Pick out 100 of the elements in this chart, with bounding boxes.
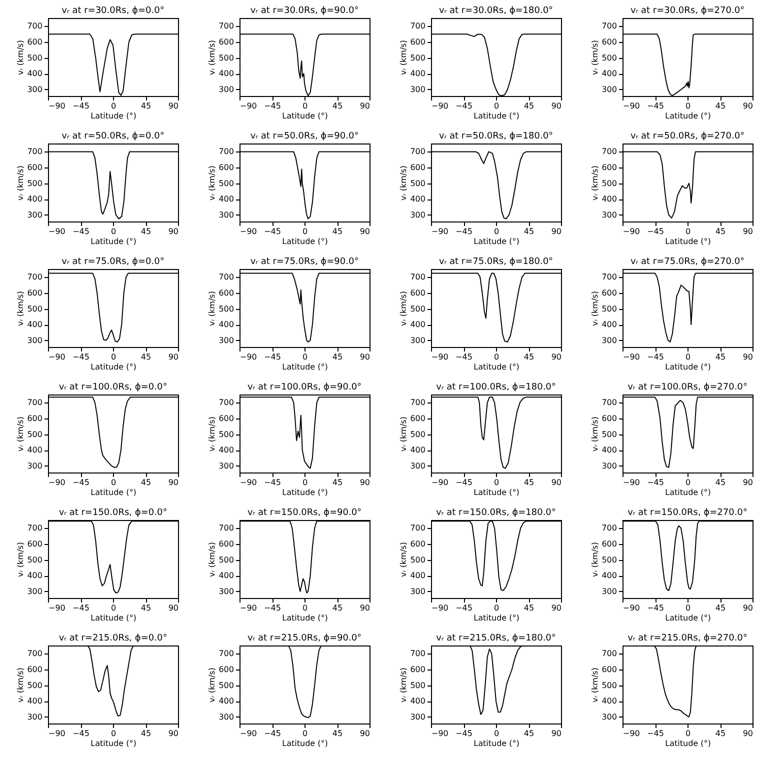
x-tick-label: −45 bbox=[72, 102, 90, 110]
x-tick-label: 90 bbox=[742, 478, 753, 487]
y-axis-title: vᵣ (km/s) bbox=[399, 166, 408, 200]
y-tick-label: 300 bbox=[218, 84, 234, 94]
x-tick-label: −45 bbox=[456, 604, 472, 612]
y-axis-title: vᵣ (km/s) bbox=[399, 542, 408, 577]
x-tick-label: −45 bbox=[72, 729, 90, 738]
y-tick-label: 600 bbox=[27, 414, 42, 423]
x-tick-label: −45 bbox=[647, 352, 664, 362]
y-tick-label: 500 bbox=[218, 680, 234, 690]
y-tick-label: 600 bbox=[218, 665, 234, 674]
y-tick-label: 400 bbox=[218, 69, 234, 78]
y-tick-label: 700 bbox=[218, 524, 234, 533]
y-tick-label: 300 bbox=[602, 586, 617, 596]
y-tick-label: 400 bbox=[410, 696, 426, 706]
y-tick-label: 500 bbox=[27, 53, 42, 62]
x-tick-label: 0 bbox=[302, 352, 308, 362]
x-tick-label: 0 bbox=[494, 729, 500, 738]
x-tick-label: 0 bbox=[302, 102, 308, 110]
x-axis-title: Latitude (°) bbox=[474, 614, 520, 622]
x-tick-label: 45 bbox=[524, 729, 534, 738]
x-tick-label: −45 bbox=[456, 227, 472, 236]
chart-title: vᵣ at r=50.0Rs, ϕ=180.0° bbox=[438, 132, 554, 142]
x-axis-title: Latitude (°) bbox=[474, 488, 520, 497]
y-tick-label: 600 bbox=[410, 288, 426, 298]
y-tick-label: 500 bbox=[27, 555, 42, 564]
y-tick-label: 500 bbox=[602, 178, 617, 188]
y-tick-label: 600 bbox=[602, 414, 617, 423]
x-tick-label: 45 bbox=[332, 227, 343, 236]
y-tick-label: 300 bbox=[410, 586, 426, 596]
x-tick-label: 45 bbox=[715, 102, 726, 110]
x-tick-label: 45 bbox=[524, 227, 534, 236]
x-tick-label: 0 bbox=[685, 729, 691, 738]
chart-title: vᵣ at r=30.0Rs, ϕ=90.0° bbox=[250, 6, 359, 16]
x-tick-label: 45 bbox=[140, 102, 152, 110]
y-tick-label: 300 bbox=[410, 461, 426, 470]
x-tick-label: 45 bbox=[332, 729, 343, 738]
x-tick-label: −90 bbox=[432, 729, 448, 738]
y-tick-label: 400 bbox=[218, 320, 234, 330]
chart-title: vᵣ at r=100.0Rs, ϕ=90.0° bbox=[247, 382, 362, 392]
y-tick-label: 500 bbox=[218, 53, 234, 62]
y-tick-label: 500 bbox=[27, 178, 42, 188]
x-tick-label: 90 bbox=[742, 729, 753, 738]
x-tick-label: 0 bbox=[685, 102, 691, 110]
x-tick-label: −90 bbox=[240, 102, 257, 110]
x-tick-label: 45 bbox=[715, 227, 726, 236]
x-tick-label: 90 bbox=[551, 102, 562, 110]
y-axis-title: vᵣ (km/s) bbox=[16, 416, 26, 452]
y-tick-label: 300 bbox=[27, 336, 42, 345]
x-axis-title: Latitude (°) bbox=[90, 488, 136, 497]
y-tick-label: 400 bbox=[27, 194, 42, 204]
x-tick-label: 90 bbox=[551, 478, 562, 487]
y-tick-label: 400 bbox=[218, 696, 234, 706]
y-tick-label: 500 bbox=[218, 304, 234, 314]
y-axis-title: vᵣ (km/s) bbox=[208, 291, 217, 326]
x-tick-label: −90 bbox=[48, 352, 66, 362]
x-tick-label: 0 bbox=[110, 604, 116, 612]
x-tick-label: 0 bbox=[302, 478, 308, 487]
y-tick-label: 700 bbox=[218, 649, 234, 658]
y-tick-label: 500 bbox=[27, 304, 42, 314]
x-tick-label: −45 bbox=[264, 729, 281, 738]
x-tick-label: 90 bbox=[168, 102, 178, 110]
y-tick-label: 400 bbox=[602, 69, 617, 78]
y-tick-label: 700 bbox=[602, 147, 617, 156]
y-axis-title: vᵣ (km/s) bbox=[208, 166, 217, 200]
x-tick-label: 0 bbox=[110, 478, 116, 487]
x-tick-label: 90 bbox=[742, 604, 753, 612]
x-tick-label: 45 bbox=[140, 729, 152, 738]
y-tick-label: 400 bbox=[27, 696, 42, 706]
x-tick-label: 90 bbox=[360, 729, 370, 738]
y-tick-label: 500 bbox=[27, 430, 42, 439]
x-tick-label: −45 bbox=[647, 478, 664, 487]
y-tick-label: 600 bbox=[218, 163, 234, 172]
y-tick-label: 600 bbox=[27, 288, 42, 298]
x-tick-label: 90 bbox=[551, 227, 562, 236]
chart-title: vᵣ at r=30.0Rs, ϕ=0.0° bbox=[62, 6, 164, 16]
y-tick-label: 300 bbox=[410, 712, 426, 722]
y-axis-title: vᵣ (km/s) bbox=[16, 40, 26, 75]
x-tick-label: 90 bbox=[551, 729, 562, 738]
y-tick-label: 400 bbox=[218, 194, 234, 204]
x-tick-label: 45 bbox=[140, 478, 152, 487]
y-tick-label: 300 bbox=[602, 712, 617, 722]
x-tick-label: −90 bbox=[240, 729, 257, 738]
y-tick-label: 600 bbox=[602, 665, 617, 674]
y-tick-label: 400 bbox=[27, 446, 42, 455]
y-tick-label: 700 bbox=[27, 22, 42, 31]
y-axis-title: vᵣ (km/s) bbox=[590, 668, 600, 702]
y-tick-label: 300 bbox=[218, 336, 234, 345]
x-tick-label: 45 bbox=[140, 352, 152, 362]
x-tick-label: −90 bbox=[432, 478, 448, 487]
y-axis-title: vᵣ (km/s) bbox=[208, 542, 217, 577]
chart-title: vᵣ at r=30.0Rs, ϕ=270.0° bbox=[630, 6, 745, 16]
x-tick-label: 45 bbox=[715, 729, 726, 738]
y-tick-label: 500 bbox=[410, 555, 426, 564]
x-tick-label: −45 bbox=[72, 478, 90, 487]
x-axis-title: Latitude (°) bbox=[665, 237, 711, 246]
y-tick-label: 300 bbox=[410, 84, 426, 94]
chart-title: vᵣ at r=150.0Rs, ϕ=0.0° bbox=[58, 508, 168, 518]
y-tick-label: 700 bbox=[218, 398, 234, 408]
chart-title: vᵣ at r=100.0Rs, ϕ=270.0° bbox=[628, 382, 748, 392]
